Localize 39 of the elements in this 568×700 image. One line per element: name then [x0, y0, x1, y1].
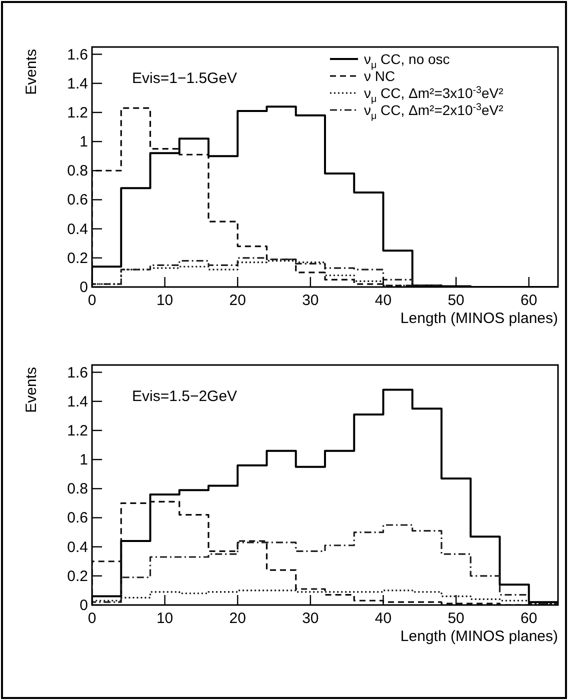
x-tick-label: 30	[302, 292, 319, 309]
x-tick-label: 10	[156, 610, 174, 627]
y-tick-label: 1.2	[67, 104, 88, 122]
annotation: Evis=1.5−2GeV	[132, 388, 238, 405]
y-axis-title: Events	[23, 49, 40, 95]
x-tick-label: 50	[448, 610, 464, 627]
y-tick-label: 1.6	[67, 364, 88, 382]
y-tick-label: 0.4	[67, 538, 88, 556]
x-tick-label: 40	[374, 292, 392, 309]
x-tick-label: 40	[374, 610, 392, 627]
x-axis-title: Length (MINOS planes)	[400, 310, 558, 327]
annotation: Evis=1−1.5GeV	[132, 70, 238, 87]
x-tick-label: 50	[448, 292, 464, 309]
y-tick-label: 1	[80, 134, 88, 151]
y-tick-label: 0.2	[67, 568, 88, 585]
legend-label: ν$_{μ}$ CC, Δm²=2x10$^{-3}$eV²	[364, 102, 504, 122]
y-tick-label: 0.6	[67, 510, 88, 527]
y-axis-title: Events	[23, 367, 40, 413]
y-tick-label: 0	[80, 279, 88, 296]
x-tick-label: 10	[156, 292, 174, 309]
y-tick-label: 0	[80, 597, 88, 614]
y-tick-label: 0.8	[67, 162, 88, 180]
x-axis-title: Length (MINOS planes)	[400, 628, 558, 645]
x-tick-label: 20	[229, 610, 246, 627]
legend-label: ν NC	[364, 68, 396, 84]
x-tick-label: 60	[520, 610, 538, 627]
x-tick-label: 60	[520, 292, 538, 309]
y-tick-label: 0.8	[67, 480, 88, 498]
x-tick-label: 30	[302, 610, 319, 627]
y-tick-label: 1.4	[67, 75, 88, 92]
y-tick-label: 0.2	[67, 250, 88, 267]
y-tick-label: 1.2	[67, 422, 88, 440]
y-tick-label: 0.4	[67, 220, 88, 238]
x-tick-label: 20	[229, 292, 246, 309]
y-tick-label: 1.6	[67, 46, 88, 64]
y-tick-label: 1.4	[67, 393, 88, 410]
y-tick-label: 1	[80, 452, 88, 469]
y-tick-label: 0.6	[67, 192, 88, 209]
legend-label: ν$_{μ}$ CC, no osc	[364, 51, 450, 71]
